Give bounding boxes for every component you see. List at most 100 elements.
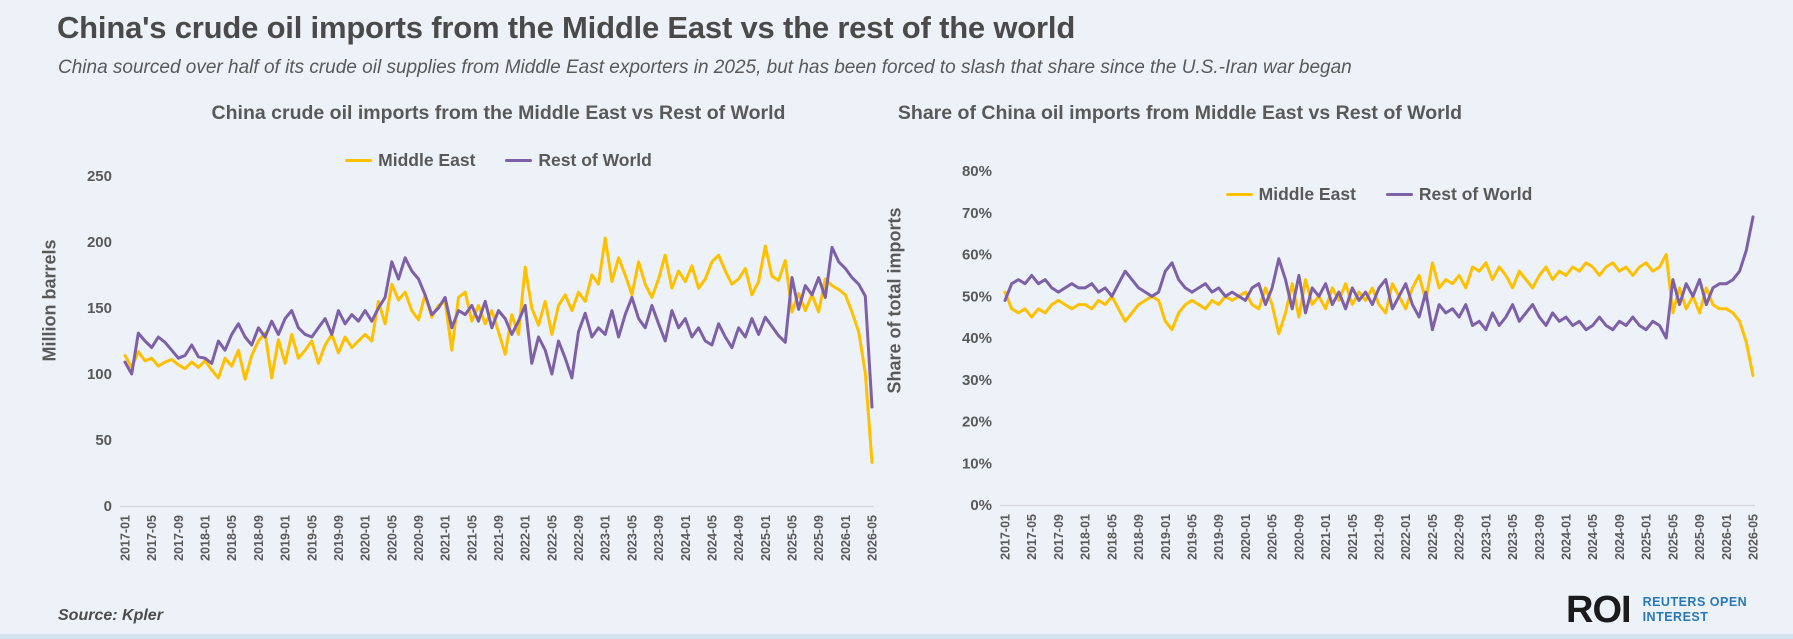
svg-text:70%: 70% xyxy=(962,205,992,222)
svg-text:2017-09: 2017-09 xyxy=(172,515,186,561)
roi-logo-line1: REUTERS OPEN xyxy=(1642,595,1748,609)
legend-item-rest-of-world: Rest of World xyxy=(505,150,652,171)
svg-text:2025-09: 2025-09 xyxy=(1693,514,1707,560)
svg-text:2021-09: 2021-09 xyxy=(492,515,506,561)
svg-text:2019-05: 2019-05 xyxy=(305,515,319,561)
middle-east-swatch xyxy=(1225,192,1253,197)
svg-text:10%: 10% xyxy=(962,455,992,472)
svg-text:2018-01: 2018-01 xyxy=(199,515,213,561)
svg-text:60%: 60% xyxy=(962,247,992,264)
roi-logo-line2: INTEREST xyxy=(1642,610,1709,624)
svg-text:2021-05: 2021-05 xyxy=(1346,514,1360,560)
svg-text:2018-09: 2018-09 xyxy=(1132,514,1146,560)
svg-text:100: 100 xyxy=(87,366,112,383)
svg-text:2019-01: 2019-01 xyxy=(1159,514,1173,560)
roi-logo-text: REUTERS OPEN INTEREST xyxy=(1643,595,1748,625)
svg-text:2025-05: 2025-05 xyxy=(1666,514,1680,560)
svg-text:2021-01: 2021-01 xyxy=(1319,514,1333,560)
roi-logo: ROI REUTERS OPEN INTEREST xyxy=(1566,591,1747,629)
svg-text:2025-05: 2025-05 xyxy=(785,515,799,561)
svg-text:2019-09: 2019-09 xyxy=(1212,514,1226,560)
svg-text:2017-05: 2017-05 xyxy=(145,515,159,561)
svg-text:0: 0 xyxy=(104,498,112,515)
svg-text:2023-09: 2023-09 xyxy=(652,515,666,561)
svg-text:2024-01: 2024-01 xyxy=(679,515,693,561)
svg-text:2024-05: 2024-05 xyxy=(705,515,719,561)
svg-text:2025-01: 2025-01 xyxy=(1640,514,1654,560)
svg-text:2026-01: 2026-01 xyxy=(839,515,853,561)
roi-logo-mark: ROI xyxy=(1566,589,1632,631)
svg-text:150: 150 xyxy=(87,300,112,317)
svg-text:2025-01: 2025-01 xyxy=(759,515,773,561)
svg-text:200: 200 xyxy=(87,234,112,251)
legend-item-rest-of-world: Rest of World xyxy=(1385,184,1533,205)
legend-label: Rest of World xyxy=(538,150,652,170)
svg-text:2026-05: 2026-05 xyxy=(866,515,880,561)
legend-label: Middle East xyxy=(1258,184,1356,204)
legend: Middle East Rest of World xyxy=(125,150,872,171)
svg-text:2017-01: 2017-01 xyxy=(999,514,1013,560)
svg-text:2018-09: 2018-09 xyxy=(252,515,266,561)
svg-text:2022-05: 2022-05 xyxy=(545,515,559,561)
svg-text:2022-09: 2022-09 xyxy=(572,515,586,561)
svg-text:250: 250 xyxy=(87,168,112,185)
right-chart-canvas: 0% 10% 20% 30% 40% 50% 60% 70% 80% 2017-01 2017-05… xyxy=(962,163,1761,560)
svg-text:2017-05: 2017-05 xyxy=(1025,514,1039,560)
svg-text:2021-09: 2021-09 xyxy=(1373,514,1387,560)
svg-text:0%: 0% xyxy=(970,497,992,514)
svg-text:2018-05: 2018-05 xyxy=(1105,514,1119,560)
bottom-accent-bar xyxy=(0,634,1793,639)
svg-text:2022-01: 2022-01 xyxy=(519,515,533,561)
legend: Middle East Rest of World xyxy=(1005,184,1753,205)
chart-title: Share of China oil imports from Middle E… xyxy=(897,102,1463,124)
svg-text:2020-09: 2020-09 xyxy=(412,515,426,561)
svg-text:2020-05: 2020-05 xyxy=(1266,514,1280,560)
svg-text:2023-05: 2023-05 xyxy=(1506,514,1520,560)
svg-text:2022-01: 2022-01 xyxy=(1399,514,1413,560)
svg-text:2020-05: 2020-05 xyxy=(385,515,399,561)
svg-text:2020-01: 2020-01 xyxy=(359,515,373,561)
legend-item-middle-east: Middle East xyxy=(345,150,475,171)
left-chart-canvas: 0 50 100 150 200 250 2017-01 2017-05 2017-09 2018… xyxy=(87,168,880,561)
source-note: Source: Kpler xyxy=(58,607,163,624)
svg-text:2026-01: 2026-01 xyxy=(1720,514,1734,560)
svg-text:2024-05: 2024-05 xyxy=(1586,514,1600,560)
chart-imports-share: Share of China oil imports from Middle E… xyxy=(880,100,1793,600)
svg-text:2019-09: 2019-09 xyxy=(332,515,346,561)
svg-text:2019-01: 2019-01 xyxy=(279,515,293,561)
legend-label: Rest of World xyxy=(1418,184,1533,204)
svg-text:2023-01: 2023-01 xyxy=(1479,514,1493,560)
svg-text:2022-09: 2022-09 xyxy=(1453,514,1467,560)
page-subtitle: China sourced over half of its crude oil… xyxy=(58,57,1352,78)
svg-text:2023-09: 2023-09 xyxy=(1533,514,1547,560)
svg-text:2024-01: 2024-01 xyxy=(1560,514,1574,560)
svg-text:2020-01: 2020-01 xyxy=(1239,514,1253,560)
svg-text:2017-09: 2017-09 xyxy=(1052,514,1066,560)
svg-text:2018-01: 2018-01 xyxy=(1079,514,1093,560)
svg-text:50%: 50% xyxy=(962,288,992,305)
svg-text:2023-05: 2023-05 xyxy=(625,515,639,561)
svg-text:2022-05: 2022-05 xyxy=(1426,514,1440,560)
svg-text:2019-05: 2019-05 xyxy=(1186,514,1200,560)
svg-text:80%: 80% xyxy=(962,163,992,180)
svg-text:2021-05: 2021-05 xyxy=(465,515,479,561)
chart-imports-volume: China crude oil imports from the Middle … xyxy=(40,100,880,600)
svg-text:30%: 30% xyxy=(962,372,992,389)
rest-of-world-swatch xyxy=(1385,192,1413,197)
svg-text:20%: 20% xyxy=(962,414,992,431)
svg-text:2025-09: 2025-09 xyxy=(812,515,826,561)
svg-text:2021-01: 2021-01 xyxy=(439,515,453,561)
svg-text:2017-01: 2017-01 xyxy=(119,515,133,561)
svg-text:50: 50 xyxy=(95,432,112,449)
middle-east-swatch xyxy=(345,158,373,163)
legend-item-middle-east: Middle East xyxy=(1225,184,1356,205)
chart-title: China crude oil imports from the Middle … xyxy=(211,102,786,124)
page-title: China's crude oil imports from the Middl… xyxy=(57,10,1076,45)
svg-text:2024-09: 2024-09 xyxy=(732,515,746,561)
svg-text:40%: 40% xyxy=(962,330,992,347)
svg-text:2023-01: 2023-01 xyxy=(599,515,613,561)
legend-label: Middle East xyxy=(378,150,476,170)
svg-text:2024-09: 2024-09 xyxy=(1613,514,1627,560)
svg-text:2020-09: 2020-09 xyxy=(1292,514,1306,560)
